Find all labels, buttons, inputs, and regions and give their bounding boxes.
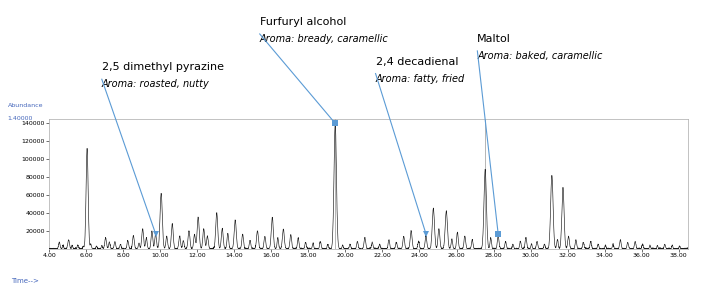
Text: Furfuryl alcohol: Furfuryl alcohol: [260, 17, 346, 27]
Text: 2,4 decadienal: 2,4 decadienal: [376, 57, 458, 67]
Text: 2,5 dimethyl pyrazine: 2,5 dimethyl pyrazine: [102, 62, 224, 72]
Text: Aroma: baked, caramellic: Aroma: baked, caramellic: [477, 51, 603, 61]
Text: Time-->: Time-->: [11, 278, 39, 283]
Text: Aroma: bready, caramellic: Aroma: bready, caramellic: [260, 34, 388, 44]
Text: Aroma: roasted, nutty: Aroma: roasted, nutty: [102, 79, 209, 89]
Text: Abundance: Abundance: [8, 103, 43, 108]
Text: Aroma: fatty, fried: Aroma: fatty, fried: [376, 74, 465, 83]
Text: Maltol: Maltol: [477, 34, 511, 44]
Text: 1.40000: 1.40000: [8, 116, 33, 121]
